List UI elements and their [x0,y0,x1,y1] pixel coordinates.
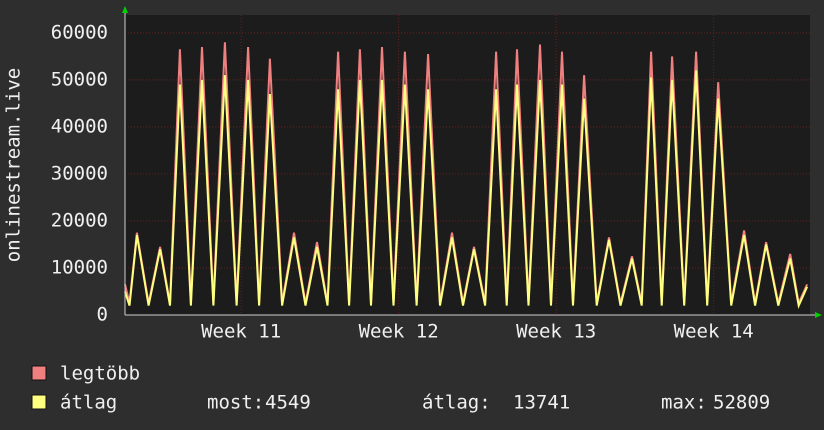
stat-label: most: [207,392,264,414]
y-tick-label: 60000 [51,21,108,43]
stat-label: átlag: [422,392,491,414]
x-tick-label: Week 13 [516,321,596,343]
legend-label: átlag [60,392,117,414]
x-arrow [815,312,822,318]
x-tick-label: Week 12 [359,321,439,343]
y-tick-label: 50000 [51,68,108,90]
legend-swatch [31,365,47,381]
stat-value: 52809 [713,392,770,414]
y-tick-label: 0 [97,304,108,326]
plot [124,15,810,316]
x-tick-label: Week 14 [674,321,754,343]
y-tick-label: 40000 [51,115,108,137]
x-tick-label: Week 11 [201,321,281,343]
legend-label: legtöbb [60,363,140,385]
series-line [124,70,809,309]
y-arrow [122,6,128,13]
y-tick-label: 20000 [51,209,108,231]
y-tick-label: 30000 [51,162,108,184]
stat-value: 4549 [265,392,311,414]
y-tick-label: 10000 [51,256,108,278]
plot-area [125,15,810,315]
legend-swatch [31,394,47,410]
y-axis-label: onlinestream.live [3,68,25,262]
stat-label: max: [661,392,707,414]
stat-value: 13741 [513,392,570,414]
